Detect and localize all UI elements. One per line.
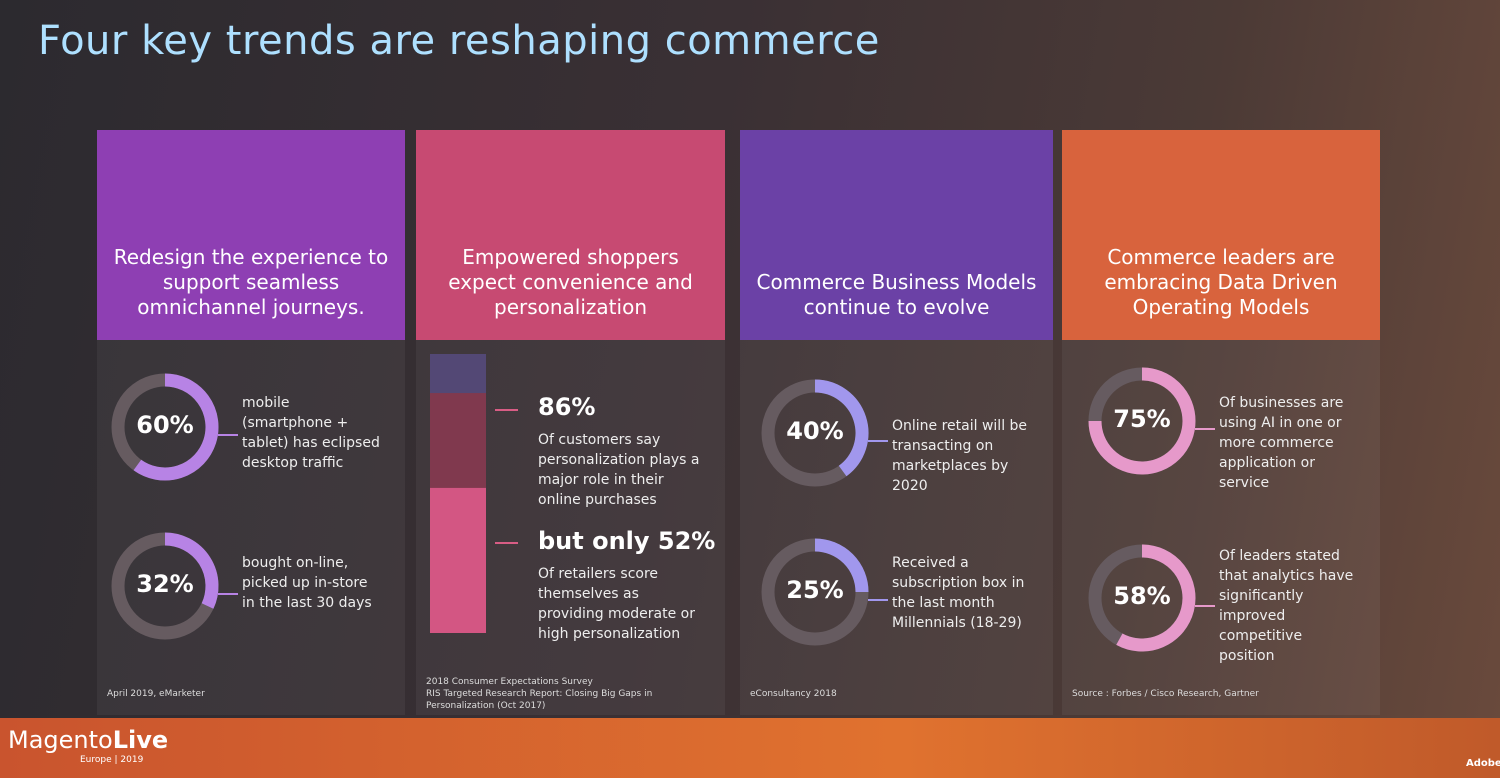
stat-value: 86% — [538, 393, 596, 421]
column-body — [416, 340, 725, 715]
source: Source : Forbes / Cisco Research, Gartne… — [1072, 689, 1259, 699]
column-body — [1062, 340, 1380, 715]
stat-text: mobile (smartphone + tablet) has eclipse… — [242, 395, 380, 471]
stat-value: but only 52% — [538, 527, 716, 555]
donut-arc — [1116, 544, 1196, 652]
stat-text: Received a subscription box in the last … — [892, 555, 1025, 631]
source: 2018 Consumer Expectations Survey — [426, 677, 593, 687]
donut-arc — [164, 532, 219, 609]
heading-text: Empowered shoppers expect convenience an… — [448, 245, 693, 319]
heading-text: Commerce leaders are embracing Data Driv… — [1104, 245, 1338, 319]
slide-title: Four key trends are reshaping commerce — [38, 18, 880, 64]
stat-value: 25% — [786, 576, 844, 604]
adobe-logo: Adobe — [1466, 758, 1500, 769]
event: Europe | 2019 — [80, 755, 144, 765]
stat-value: 60% — [136, 411, 194, 439]
column-heading: Commerce leaders are embracing Data Driv… — [1062, 130, 1380, 340]
stat-text: Of retailers score themselves as providi… — [538, 566, 695, 642]
bar-segment — [430, 487, 486, 633]
stat-value: 58% — [1113, 582, 1171, 610]
brand-accent: Live — [112, 726, 169, 754]
column-body — [740, 340, 1053, 715]
donut-arc — [1088, 367, 1196, 475]
stat-text: bought on-line, picked up in-store in th… — [242, 555, 372, 611]
stat-text: Online retail will be transacting on mar… — [892, 418, 1028, 494]
stat-text: Of businesses are using AI in one or mor… — [1219, 395, 1344, 491]
column-heading: Commerce Business Models continue to evo… — [740, 130, 1053, 340]
stat-value: 32% — [136, 570, 194, 598]
donut-arc — [814, 538, 869, 593]
brand: MagentoLive — [8, 726, 168, 754]
column-body — [97, 340, 405, 715]
footer: MagentoLive Europe | 2019 Adobe — [0, 718, 1500, 778]
heading-text: Commerce Business Models continue to evo… — [756, 270, 1037, 319]
source: April 2019, eMarketer — [107, 689, 205, 699]
source: eConsultancy 2018 — [750, 689, 837, 699]
column-heading: Redesign the experience to support seaml… — [97, 130, 405, 340]
donut-arc — [133, 373, 219, 481]
stat-value: 40% — [786, 417, 844, 445]
heading-text: Redesign the experience to support seaml… — [113, 245, 389, 319]
stat-value: 75% — [1113, 405, 1171, 433]
column-heading: Empowered shoppers expect convenience an… — [416, 130, 725, 340]
stat-text: Of leaders stated that analytics have si… — [1219, 548, 1354, 664]
donut-arc — [814, 379, 869, 477]
source: RIS Targeted Research Report: Closing Bi… — [426, 689, 653, 711]
stat-text: Of customers say personalization plays a… — [538, 432, 700, 508]
brand-name: Magento — [8, 726, 113, 754]
